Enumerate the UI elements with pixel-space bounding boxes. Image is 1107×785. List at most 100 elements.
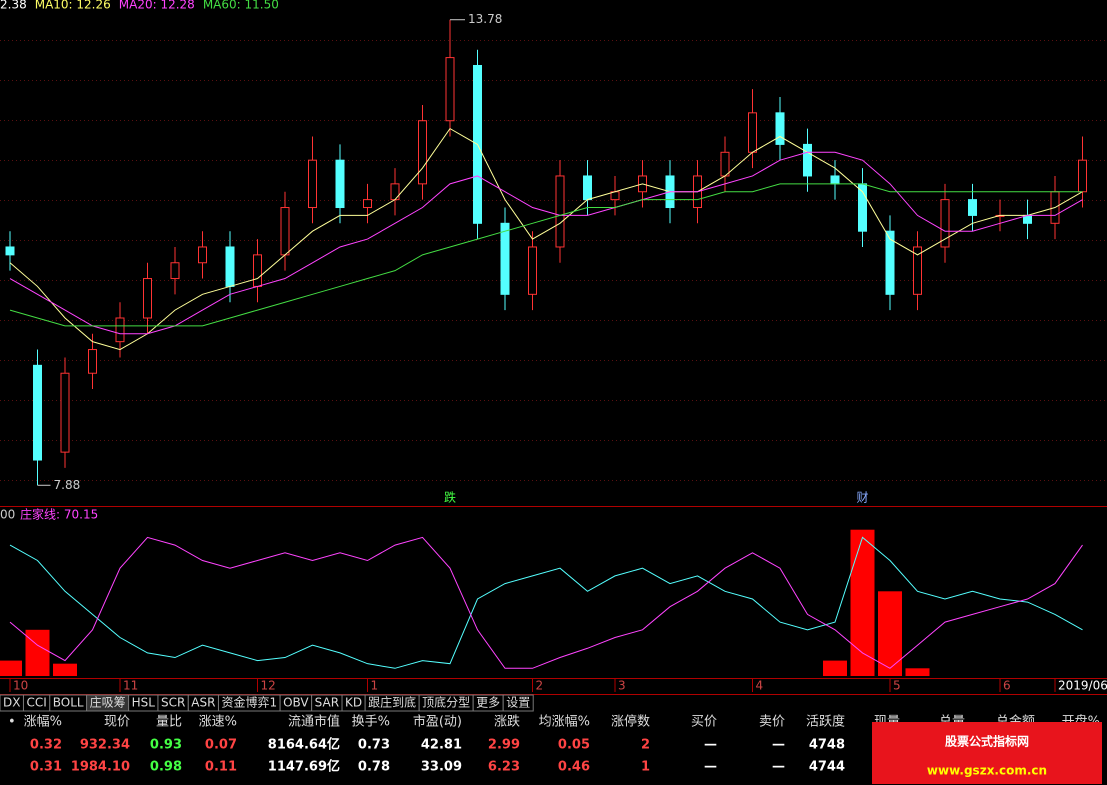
candle-body — [445, 57, 455, 122]
table-cell: 8164.64亿 — [268, 737, 340, 753]
date-label: 12 — [261, 679, 276, 693]
indicator-label: 庄家线: 70.15 — [20, 507, 98, 522]
date-label: 11 — [123, 679, 138, 693]
histogram-bar — [53, 663, 77, 676]
watermark-url: www.gszx.com.cn — [927, 764, 1047, 778]
table-cell: — — [772, 760, 785, 775]
date-label: 3 — [618, 679, 626, 693]
watermark-bg — [872, 722, 1102, 784]
tab[interactable]: 设置 — [502, 694, 534, 712]
table-cell: 0.93 — [150, 738, 182, 753]
date-label: 2019/06/ — [1058, 679, 1107, 693]
tab[interactable]: 资金博弈1 — [217, 694, 281, 712]
ma-line — [9, 151, 1083, 335]
indicator-prefix: 00 — [0, 508, 15, 522]
tab[interactable]: OBV — [279, 694, 313, 712]
table-cell: 1147.69亿 — [268, 759, 340, 775]
tab-label: KD — [345, 696, 362, 710]
legend-item: MA20: 12.28 — [119, 0, 195, 12]
tab[interactable]: 更多 — [472, 694, 504, 712]
candle-body — [308, 159, 317, 209]
table-cell: 0.73 — [358, 738, 390, 753]
legend-item: 2.38 — [0, 0, 27, 12]
date-label: 6 — [1003, 679, 1011, 693]
candle-body — [858, 183, 867, 232]
candle-body — [33, 364, 42, 461]
table-header: 涨幅% — [24, 715, 62, 730]
indicator-line — [9, 536, 1083, 669]
tab[interactable]: SCR — [157, 694, 189, 712]
candle-body — [748, 112, 757, 153]
table-cell: 2.99 — [488, 738, 520, 753]
watermark-title: 股票公式指标网 — [945, 734, 1029, 749]
table-header: • — [8, 715, 16, 730]
table-header: 涨跌 — [494, 714, 520, 730]
tab-label: SCR — [161, 696, 185, 710]
histogram-bar — [823, 660, 847, 676]
ma-line — [9, 127, 1083, 351]
table-cell: — — [772, 738, 785, 753]
candle-body — [830, 175, 840, 185]
date-label: 1 — [371, 679, 379, 693]
tab-label: SAR — [315, 696, 339, 710]
tab-label: 庄吸筹 — [90, 695, 126, 710]
tab[interactable]: DX — [0, 694, 24, 712]
tab[interactable]: HSL — [128, 694, 159, 712]
table-header: 买价 — [691, 715, 717, 730]
table-cell: 0.31 — [30, 760, 62, 775]
histogram-bar — [25, 629, 50, 676]
tab[interactable]: 顶底分型 — [418, 694, 474, 712]
candle-body — [913, 246, 922, 295]
tab[interactable]: CCI — [22, 694, 51, 712]
table-cell: 932.34 — [80, 738, 130, 753]
candle-body — [555, 175, 565, 248]
table-header: 涨停数 — [611, 714, 650, 730]
tab[interactable]: SAR — [311, 694, 343, 712]
tab-label: ASR — [191, 696, 215, 710]
histogram-bar — [0, 660, 22, 676]
high-label: 13.78 — [468, 12, 502, 26]
candle-body — [583, 175, 592, 201]
table-cell: 42.81 — [421, 738, 462, 753]
table-header: 流通市值 — [288, 714, 340, 730]
table-cell: 1984.10 — [71, 760, 130, 775]
date-label: 10 — [13, 679, 28, 693]
candle-body — [60, 372, 70, 453]
tab[interactable]: 庄吸筹 — [86, 694, 130, 712]
table-cell: 4748 — [809, 738, 845, 753]
table-cell: 0.98 — [150, 760, 182, 775]
table-cell: 33.09 — [421, 760, 462, 775]
candle-body — [280, 207, 290, 256]
candle-body — [225, 246, 235, 287]
candle-body — [528, 246, 537, 295]
date-label: 2 — [536, 679, 544, 693]
date-label: 5 — [893, 679, 901, 693]
candle-body — [1078, 159, 1087, 193]
tab[interactable]: ASR — [187, 694, 219, 712]
table-cell: 2 — [641, 738, 650, 753]
candle-body — [720, 151, 730, 177]
tab[interactable]: KD — [341, 694, 366, 712]
table-cell: 0.32 — [30, 738, 62, 753]
candle-body — [940, 199, 950, 248]
table-cell: 4744 — [809, 760, 845, 775]
candle-body — [363, 199, 372, 209]
candle-body — [170, 262, 180, 280]
table-cell: 0.05 — [558, 738, 590, 753]
table-header: 卖价 — [759, 715, 785, 730]
histogram-bar — [850, 529, 875, 676]
tab[interactable]: 跟庄到底 — [364, 694, 420, 712]
table-cell: 0.78 — [358, 760, 390, 775]
table-header: 量比 — [156, 715, 182, 730]
tab-label: CCI — [26, 696, 46, 710]
candle-body — [335, 159, 345, 209]
date-label: 4 — [756, 679, 764, 693]
candle-body — [115, 317, 125, 343]
table-header: 换手% — [352, 715, 390, 730]
candle-body — [198, 246, 207, 264]
table-cell: 0.11 — [205, 760, 237, 775]
table-cell: 1 — [641, 760, 650, 775]
tab[interactable]: BOLL — [49, 694, 88, 712]
event-marker: 跌 — [444, 490, 456, 505]
